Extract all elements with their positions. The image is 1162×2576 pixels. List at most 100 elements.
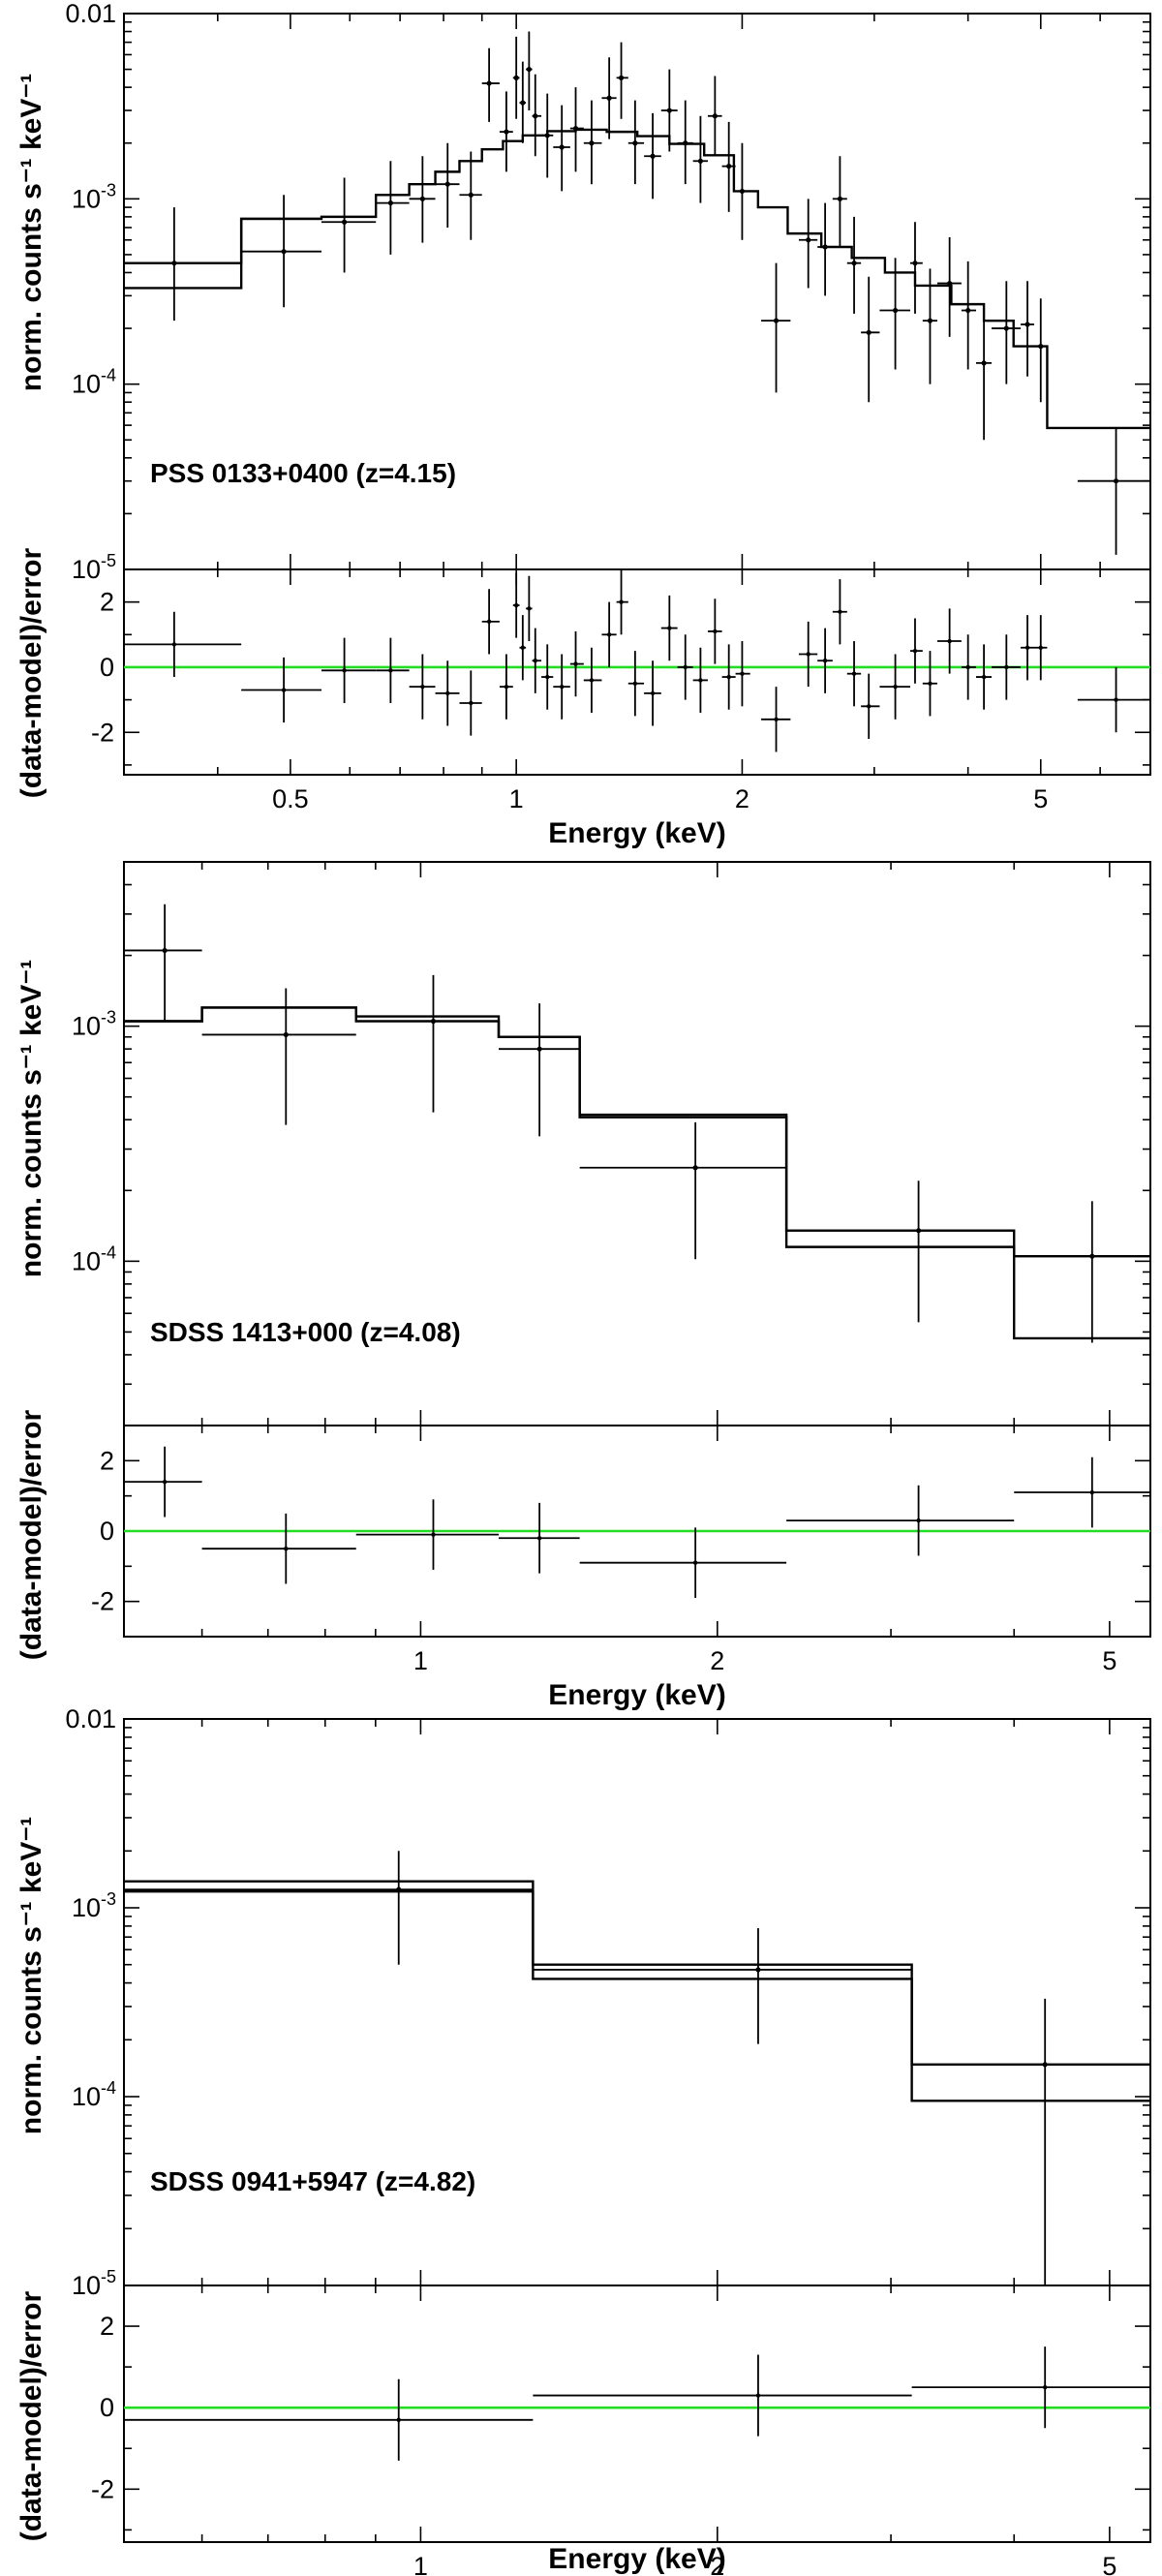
data-marker [533, 113, 538, 119]
residual-point [601, 601, 617, 667]
data-point [124, 1851, 534, 1965]
residual-marker [683, 664, 688, 670]
residual-point [677, 634, 693, 700]
residual-marker [981, 674, 987, 680]
data-point [459, 151, 482, 240]
residual-point [692, 647, 708, 714]
data-point [707, 76, 722, 157]
data-marker [927, 318, 933, 323]
residual-y-tick-label: 2 [100, 2312, 114, 2341]
data-point [1033, 298, 1048, 403]
y-tick-base: 10 [72, 184, 101, 213]
y-tick-exponent: -4 [101, 2078, 116, 2098]
data-marker [504, 129, 509, 135]
y-tick-base: 10 [72, 2082, 101, 2111]
residual-marker [947, 638, 952, 644]
data-marker [387, 199, 393, 206]
residual-point [992, 634, 1021, 700]
data-marker [822, 244, 828, 250]
residual-marker [806, 652, 810, 657]
data-point [201, 988, 356, 1125]
residual-marker [838, 609, 842, 614]
data-point [241, 195, 321, 308]
y-tick-base: 10 [72, 555, 101, 584]
residual-y-tick-label: -2 [91, 2474, 114, 2503]
residual-point [832, 579, 847, 645]
y-axis-label-bottom: (data-model)/error [15, 2290, 47, 2541]
x-tick-label: 2 [735, 784, 749, 813]
y-tick-base: 0.01 [65, 0, 116, 28]
residual-point [644, 660, 661, 726]
residual-y-tick-label: 0 [100, 653, 114, 682]
residual-point [124, 2378, 534, 2461]
data-point [922, 268, 937, 384]
data-marker [618, 75, 625, 80]
x-tick-label: 1 [413, 2552, 428, 2576]
residual-point [241, 657, 321, 723]
data-point [601, 57, 617, 139]
y-tick-base: 10 [72, 1012, 101, 1041]
data-point [532, 74, 542, 157]
residual-point [975, 644, 993, 710]
data-marker [837, 196, 843, 201]
data-marker [544, 133, 550, 138]
y-tick-base: 10 [72, 1893, 101, 1922]
data-point [124, 207, 242, 322]
residual-point [541, 644, 554, 710]
data-marker [162, 947, 168, 954]
residual-marker [281, 688, 287, 692]
residual-frame [123, 568, 1151, 776]
x-tick-label: 0.5 [272, 784, 309, 813]
residual-marker [851, 671, 857, 676]
residual-marker [632, 681, 638, 686]
residual-point [798, 621, 818, 688]
residual-point [321, 637, 377, 703]
residual-marker [606, 632, 612, 637]
residual-point [526, 575, 533, 642]
residual-marker [589, 678, 595, 683]
x-tick-label: 5 [1102, 2552, 1116, 2576]
residual-marker [420, 684, 425, 690]
model-step-line-2 [124, 217, 321, 264]
residual-marker [388, 668, 393, 673]
model-step-line [124, 1880, 1150, 2066]
data-marker [981, 360, 987, 366]
residual-marker [650, 690, 656, 696]
data-marker [589, 140, 595, 146]
y-axis-label-top: norm. counts s⁻¹ keV⁻¹ [15, 1817, 47, 2134]
residual-marker [533, 659, 537, 663]
data-marker [1003, 325, 1009, 331]
data-marker [806, 237, 811, 243]
data-point [975, 307, 993, 441]
residual-point [1077, 666, 1150, 733]
data-point [692, 115, 708, 203]
y-axis-label-top: norm. counts s⁻¹ keV⁻¹ [15, 960, 47, 1277]
data-point [721, 121, 736, 212]
y-tick-label: 10-3 [72, 180, 116, 213]
data-point [541, 93, 554, 178]
residual-y-tick-label: -2 [91, 718, 114, 747]
residual-marker [893, 684, 898, 690]
residual-point [124, 611, 242, 678]
residual-marker [527, 606, 532, 611]
residual-marker [692, 1560, 698, 1565]
data-marker [536, 1046, 542, 1052]
residual-point [707, 598, 722, 664]
source-label: SDSS 1413+000 (z=4.08) [150, 1317, 461, 1347]
residual-marker [774, 717, 779, 721]
residual-marker [619, 599, 624, 604]
source-label: PSS 0133+0400 (z=4.15) [150, 458, 456, 488]
y-tick-exponent: -3 [101, 180, 116, 199]
y-tick-exponent: -4 [101, 366, 116, 385]
residual-y-tick-label: 0 [100, 2393, 114, 2422]
residual-marker [284, 1546, 289, 1551]
data-point [627, 100, 645, 185]
data-marker [1042, 2062, 1048, 2068]
residual-marker [171, 642, 177, 647]
x-tick-label: 5 [1102, 1646, 1116, 1675]
residual-point [861, 673, 880, 739]
y-tick-exponent: -5 [101, 551, 116, 570]
